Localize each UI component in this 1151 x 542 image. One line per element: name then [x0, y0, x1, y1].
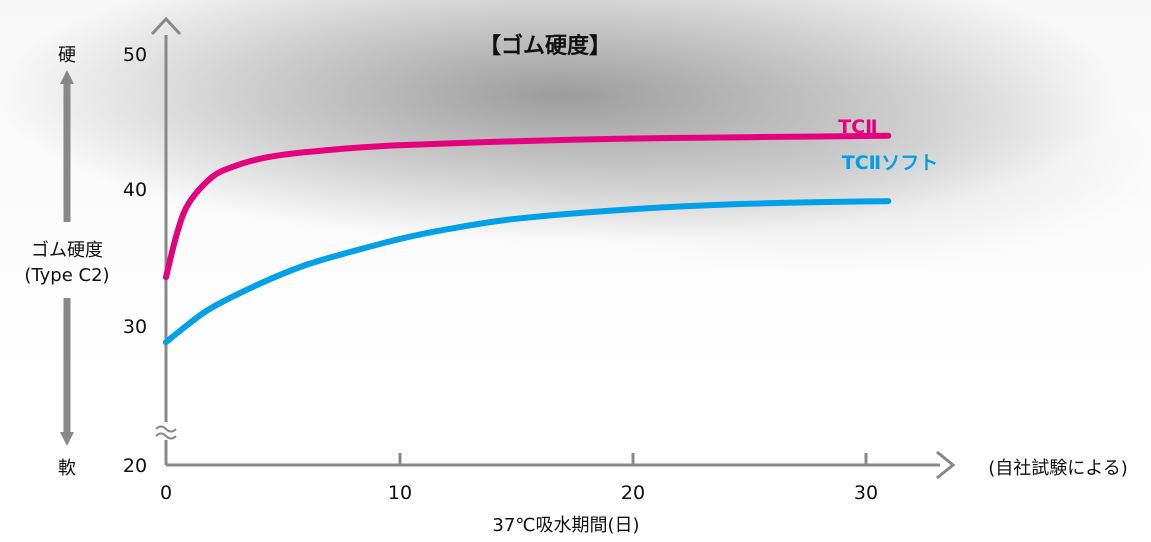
series-label-tc2: TCⅡ	[838, 116, 877, 138]
x-axis-label: 37℃吸水期間(日)	[492, 515, 639, 536]
y-tick-label-20: 20	[123, 455, 147, 477]
x-tick-label-30: 30	[854, 482, 878, 504]
y-axis-break-icon	[154, 422, 178, 440]
series-line-tc2	[163, 132, 892, 281]
source-note: (自社試験による)	[988, 458, 1128, 479]
y-tick-label-50: 50	[123, 44, 147, 66]
soft-label: 軟	[58, 458, 76, 479]
hardness-scale-arrow	[60, 70, 74, 446]
chart-title: 【ゴム硬度】	[479, 33, 611, 59]
y-axis-arrowhead	[150, 16, 182, 36]
y-tick-label-30: 30	[123, 316, 147, 338]
hard-label: 硬	[58, 45, 76, 66]
series-label-tc2-soft: TCⅡソフト	[842, 152, 938, 174]
y-axis-label-line1: ゴム硬度	[31, 240, 103, 261]
series-line-tc2-soft	[163, 198, 892, 346]
y-tick-label-40: 40	[123, 179, 147, 201]
x-tick-label-10: 10	[388, 482, 412, 504]
x-tick-label-20: 20	[621, 482, 645, 504]
x-tick-label-0: 0	[160, 482, 172, 504]
x-axis-arrowhead	[936, 450, 956, 480]
y-axis-label-line2: (Type C2)	[24, 265, 109, 286]
